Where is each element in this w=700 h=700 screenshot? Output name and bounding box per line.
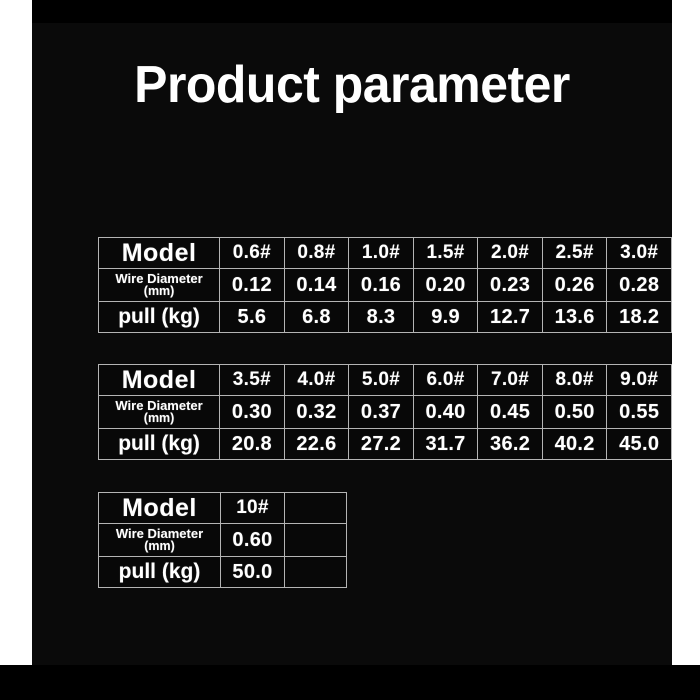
page-title: Product parameter <box>134 56 570 114</box>
wire-diameter-text: Wire Diameter <box>115 271 203 286</box>
row-label-pull: pull (kg) <box>98 556 221 588</box>
row-label-wire-diameter: Wire Diameter (mm) <box>97 395 221 429</box>
cell-wire-diameter: 0.30 <box>219 395 285 429</box>
table-row: Wire Diameter (mm) 0.60 <box>98 523 347 557</box>
cell-model: 2.5# <box>541 237 608 269</box>
cell-pull: 27.2 <box>348 428 414 460</box>
cell-model: 6.0# <box>412 364 479 396</box>
cell-pull: 22.6 <box>283 428 350 460</box>
row-label-wire-diameter: Wire Diameter (mm) <box>97 268 221 302</box>
cell-wire-diameter: 0.12 <box>219 268 285 302</box>
cell-wire-diameter: 0.14 <box>283 268 350 302</box>
wire-diameter-unit: (mm) <box>143 284 175 298</box>
spec-table-2: Model 3.5# 4.0# 5.0# 6.0# 7.0# 8.0# 9.0#… <box>97 364 672 460</box>
cell-wire-diameter: 0.32 <box>283 395 350 429</box>
cell-wire-diameter: 0.60 <box>220 523 285 557</box>
cell-wire-diameter: 0.45 <box>477 395 543 429</box>
cell-pull: 9.9 <box>412 301 479 333</box>
cell-wire-diameter-empty <box>284 523 347 557</box>
product-image-panel: Product parameter Model 0.6# 0.8# 1.0# 1… <box>32 0 672 700</box>
cell-model: 0.6# <box>219 237 285 269</box>
wire-diameter-unit: (mm) <box>143 411 175 425</box>
spec-table-3: Model 10# Wire Diameter (mm) 0.60 pull (… <box>98 492 347 588</box>
cell-pull: 36.2 <box>477 428 543 460</box>
spec-table-1: Model 0.6# 0.8# 1.0# 1.5# 2.0# 2.5# 3.0#… <box>97 237 672 333</box>
cell-model: 1.0# <box>348 237 414 269</box>
table-row: Wire Diameter (mm) 0.12 0.14 0.16 0.20 0… <box>97 268 672 302</box>
footer-band <box>0 665 700 700</box>
cell-pull: 50.0 <box>220 556 285 588</box>
table-row: Model 3.5# 4.0# 5.0# 6.0# 7.0# 8.0# 9.0# <box>97 364 672 396</box>
cell-model: 5.0# <box>348 364 414 396</box>
panel-top-band <box>32 0 672 23</box>
cell-model-empty <box>284 492 347 524</box>
cell-wire-diameter: 0.50 <box>541 395 608 429</box>
cell-pull: 18.2 <box>606 301 672 333</box>
cell-model: 8.0# <box>541 364 608 396</box>
cell-model: 2.0# <box>477 237 543 269</box>
cell-pull: 6.8 <box>283 301 350 333</box>
cell-model: 3.0# <box>606 237 672 269</box>
row-label-model: Model <box>98 492 221 524</box>
cell-model: 7.0# <box>477 364 543 396</box>
cell-pull: 5.6 <box>219 301 285 333</box>
row-label-pull: pull (kg) <box>97 301 221 333</box>
cell-model: 10# <box>220 492 285 524</box>
cell-pull: 31.7 <box>412 428 479 460</box>
row-label-wire-diameter: Wire Diameter (mm) <box>98 523 221 557</box>
cell-model: 0.8# <box>283 237 350 269</box>
table-row: pull (kg) 20.8 22.6 27.2 31.7 36.2 40.2 … <box>97 428 672 460</box>
table-row: Model 10# <box>98 492 347 524</box>
cell-model: 4.0# <box>283 364 350 396</box>
table-row: Wire Diameter (mm) 0.30 0.32 0.37 0.40 0… <box>97 395 672 429</box>
cell-wire-diameter: 0.20 <box>412 268 479 302</box>
table-row: Model 0.6# 0.8# 1.0# 1.5# 2.0# 2.5# 3.0# <box>97 237 672 269</box>
wire-diameter-text: Wire Diameter <box>115 398 203 413</box>
table-row: pull (kg) 50.0 <box>98 556 347 588</box>
cell-model: 1.5# <box>412 237 479 269</box>
cell-pull: 8.3 <box>348 301 414 333</box>
cell-wire-diameter: 0.16 <box>348 268 414 302</box>
cell-pull: 20.8 <box>219 428 285 460</box>
cell-pull: 40.2 <box>541 428 608 460</box>
cell-wire-diameter: 0.23 <box>477 268 543 302</box>
cell-pull: 12.7 <box>477 301 543 333</box>
table-row: pull (kg) 5.6 6.8 8.3 9.9 12.7 13.6 18.2 <box>97 301 672 333</box>
cell-wire-diameter: 0.26 <box>541 268 608 302</box>
cell-model: 3.5# <box>219 364 285 396</box>
cell-wire-diameter: 0.40 <box>412 395 479 429</box>
cell-pull: 45.0 <box>606 428 672 460</box>
cell-model: 9.0# <box>606 364 672 396</box>
cell-wire-diameter: 0.55 <box>606 395 672 429</box>
wire-diameter-unit: (mm) <box>144 539 175 553</box>
wire-diameter-text: Wire Diameter <box>115 526 204 541</box>
row-label-pull: pull (kg) <box>97 428 221 460</box>
cell-pull: 13.6 <box>541 301 608 333</box>
row-label-model: Model <box>97 364 221 396</box>
row-label-model: Model <box>97 237 221 269</box>
cell-wire-diameter: 0.37 <box>348 395 414 429</box>
cell-wire-diameter: 0.28 <box>606 268 672 302</box>
cell-pull-empty <box>284 556 347 588</box>
